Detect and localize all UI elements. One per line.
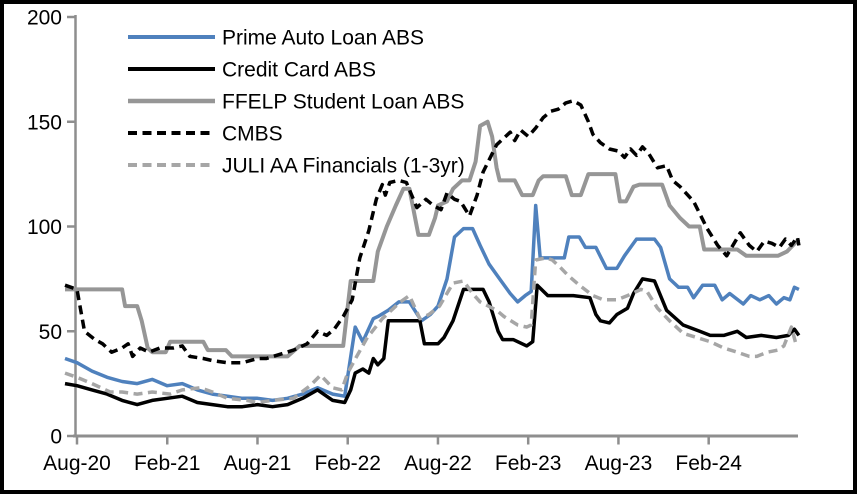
legend-item: Prime Auto Loan ABS <box>128 27 424 50</box>
legend-label: Credit Card ABS <box>222 59 376 82</box>
y-tick-label: 150 <box>27 111 62 134</box>
x-tick-label: Feb-22 <box>314 452 381 475</box>
y-axis: 0 50 100 150 200 <box>27 7 77 449</box>
series-line-juli-aa-financials-1-3yr <box>64 256 800 405</box>
y-tick-label: 100 <box>27 216 62 239</box>
x-tick-label: Aug-23 <box>585 452 653 475</box>
x-tick-label: Feb-21 <box>134 452 201 475</box>
legend-label: JULI AA Financials (1-3yr) <box>222 155 465 178</box>
series-line-prime-auto-loan-abs <box>64 203 800 403</box>
legend-item: Credit Card ABS <box>128 59 376 82</box>
y-tick-labels: 0 50 100 150 200 <box>27 7 62 449</box>
x-tick-label: Aug-20 <box>43 452 111 475</box>
legend-label: FFELP Student Loan ABS <box>222 91 464 114</box>
x-tick-label: Feb-23 <box>495 452 562 475</box>
legend-label: Prime Auto Loan ABS <box>222 27 424 50</box>
y-tick-label: 200 <box>27 7 62 30</box>
series-line-cmbs <box>64 99 801 365</box>
y-ticks <box>67 15 76 438</box>
y-tick-label: 50 <box>39 321 62 344</box>
legend-item: FFELP Student Loan ABS <box>128 91 464 114</box>
x-tick-label: Feb-24 <box>675 452 742 475</box>
series-line-ffelp-student-loan-abs <box>65 119 801 359</box>
x-tick-label: Aug-22 <box>404 452 472 475</box>
x-axis: Aug-20 Feb-21 Aug-21 Feb-22 Aug-22 Feb-23 Aug-… <box>43 434 798 475</box>
legend-item: CMBS <box>128 123 283 146</box>
legend-label: CMBS <box>222 123 283 146</box>
legend: Prime Auto Loan ABS Credit Card ABS FFELP … <box>128 27 465 178</box>
y-tick-label: 0 <box>50 426 62 449</box>
x-tick-label: Aug-21 <box>224 452 292 475</box>
x-tick-labels: Aug-20 Feb-21 Aug-21 Feb-22 Aug-22 Feb-23 Aug-… <box>43 452 742 475</box>
legend-item: JULI AA Financials (1-3yr) <box>128 155 465 178</box>
series-lines <box>64 99 801 409</box>
series-line-credit-card-abs <box>64 277 801 409</box>
x-ticks <box>75 436 710 445</box>
